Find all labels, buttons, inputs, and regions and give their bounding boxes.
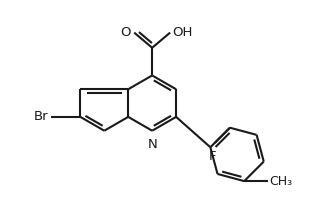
Text: N: N [147,138,157,151]
Text: O: O [121,26,131,39]
Text: OH: OH [172,26,192,39]
Text: Br: Br [34,110,49,123]
Text: CH₃: CH₃ [270,175,293,188]
Text: F: F [209,150,216,163]
